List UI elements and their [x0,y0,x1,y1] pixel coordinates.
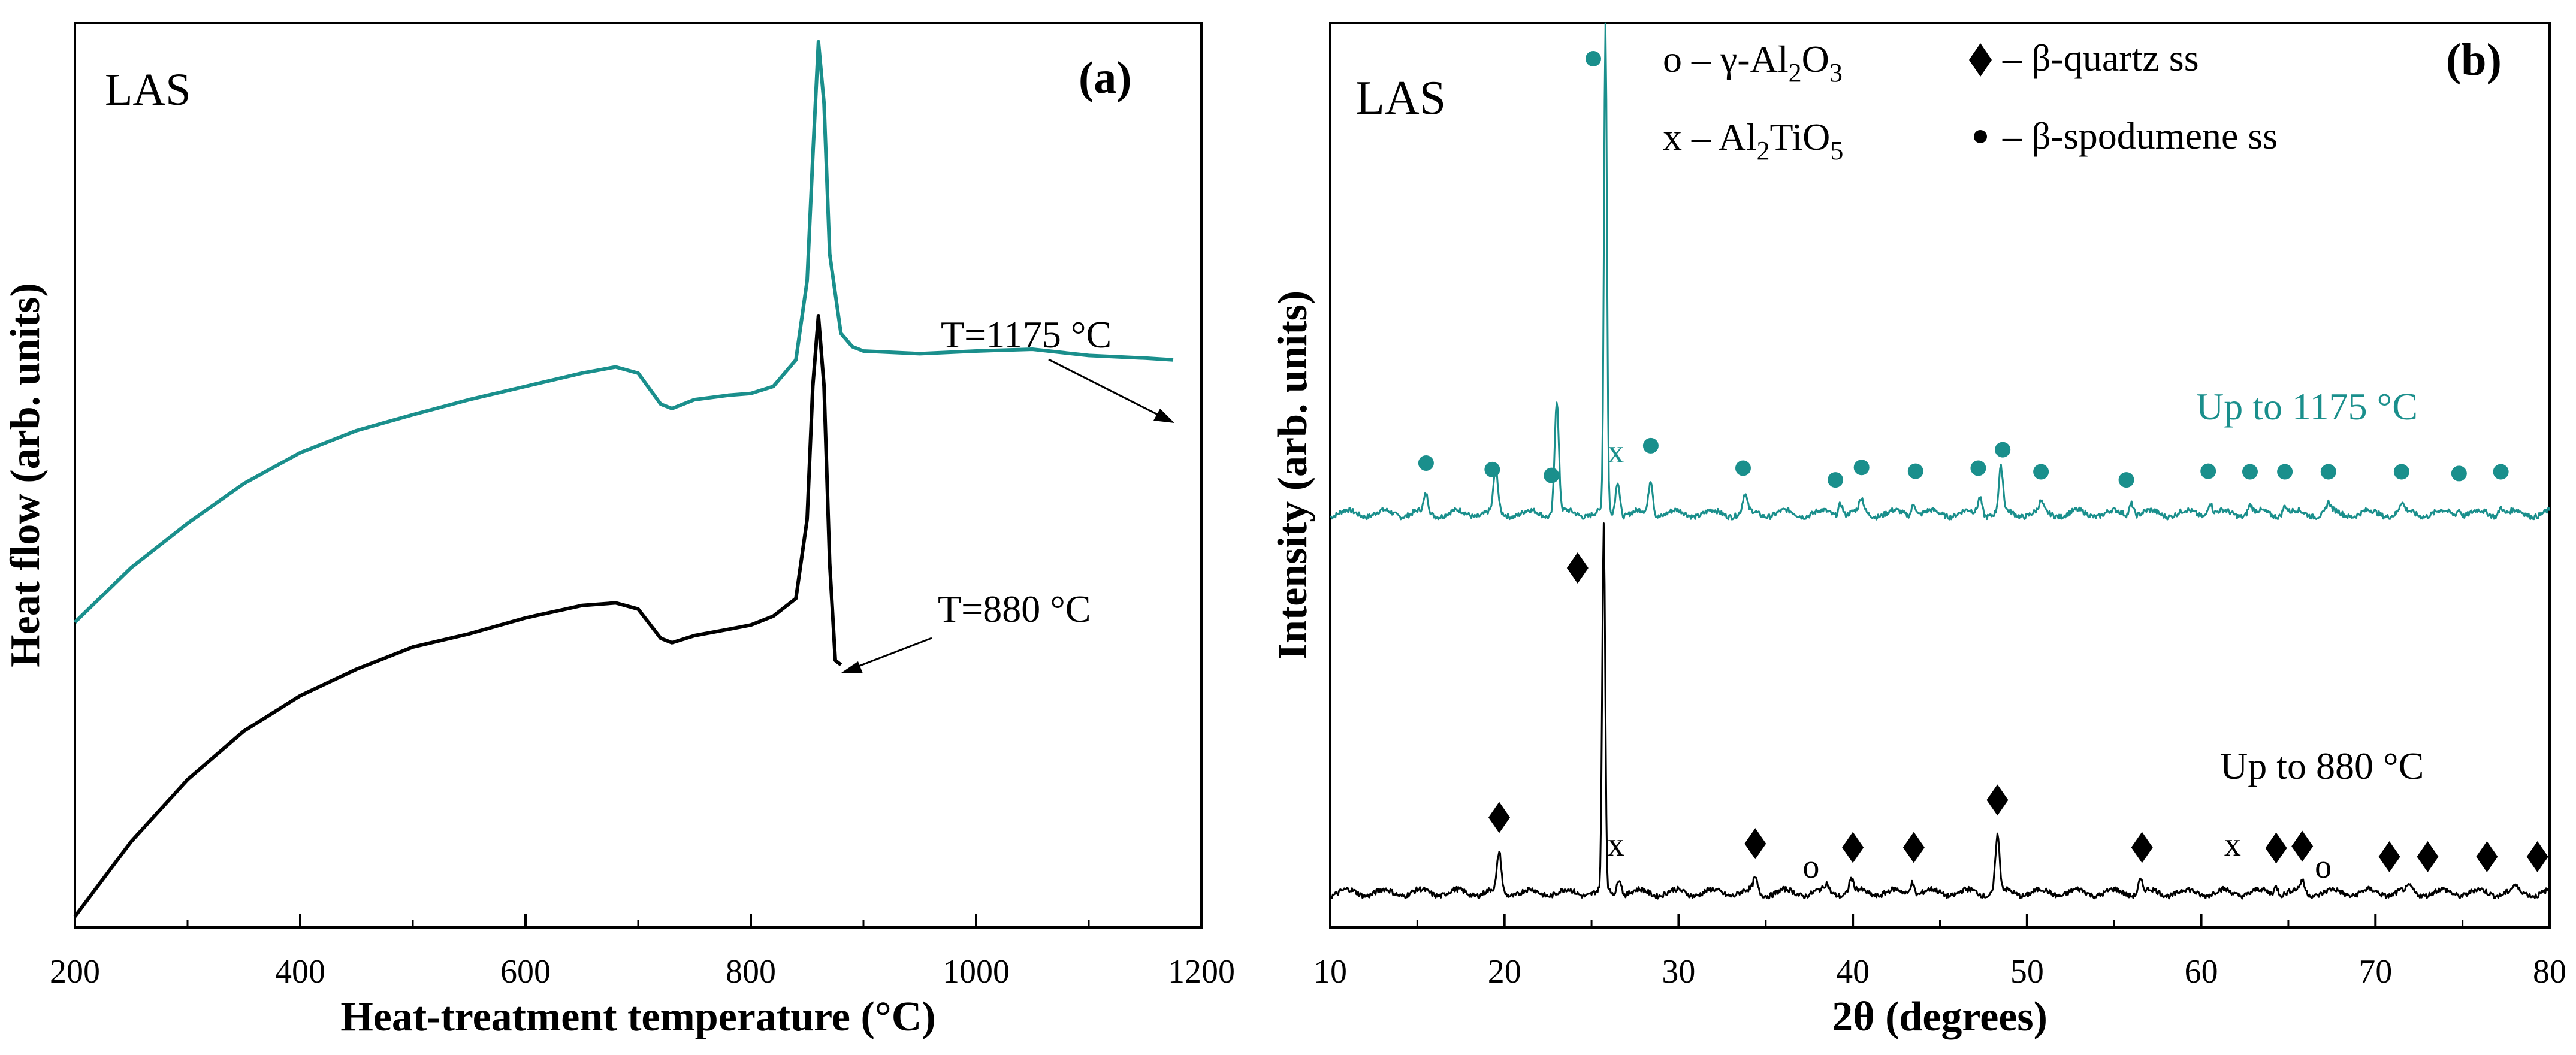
plot-frame-a [74,22,1203,929]
x-tick-label-b: 40 [1836,953,1870,990]
x-tick-label-a: 800 [726,953,776,990]
legend: o – γ-Al2O3 x – Al2TiO5 – β-quartz ss – … [1663,37,2278,165]
legend-diamond-icon [1969,43,1992,77]
spodumene-marker [2118,472,2134,488]
legend-x-mid: TiO [1769,116,1830,158]
panel-a: 200 400 600 800 1000 1200 LAS (a) T=1175 °C T… [2,22,1235,1040]
spodumene-marker [1585,51,1601,66]
spodumene-marker [2277,464,2293,480]
legend-o-text: o – γ-Al [1663,38,1789,80]
legend-o-sub2: 3 [1829,58,1843,87]
legend-item-quartz: – β-quartz ss [2002,37,2199,79]
panel-b: 10 20 30 40 50 60 70 80 x x x o o LAS (b) Up to 117… [1270,22,2566,1040]
series-label-880: Up to 880 °C [2220,745,2424,787]
series-b [1329,22,2551,900]
spodumene-marker [1418,455,1434,471]
spodumene-marker [2033,464,2049,480]
sample-label-b: LAS [1355,72,1446,125]
quartz-marker [1902,832,1925,863]
spodumene-marker [1484,461,1500,477]
x-tick-label-a: 400 [275,953,325,990]
legend-x-sub2: 5 [1830,136,1843,165]
x-tick-label-a: 1000 [943,953,1010,990]
legend-x-text: x – Al [1663,116,1756,158]
legend-o-mid: O [1802,38,1829,80]
legend-item-x: x – Al2TiO5 [1663,116,1843,165]
legend-x-sub1: 2 [1756,136,1769,165]
x-axis-label-b: 2θ (degrees) [1832,994,2047,1040]
x-tick-label-b: 10 [1313,953,1347,990]
quartz-marker [2378,841,2400,872]
quartz-marker [1744,828,1766,860]
y-axis-label-b: Intensity (arb. units) [1270,291,1316,660]
annotation-1175: T=1175 °C [941,313,1112,356]
legend-item-o: o – γ-Al2O3 [1663,38,1843,87]
quartz-marker [2291,830,2314,862]
x-tick-label-b: 60 [2185,953,2218,990]
spodumene-marker [1995,442,2011,458]
panel-label-b: (b) [2446,35,2502,85]
spodumene-marker [1735,460,1751,476]
series-line-1175 [73,40,1174,624]
series-line-880 [73,314,842,918]
x-tick-label-b: 80 [2533,953,2566,990]
sample-label-a: LAS [105,65,191,115]
quartz-marker [1488,802,1510,833]
al2tio5-marker: x [1608,433,1624,470]
x-tick-label-b: 70 [2358,953,2392,990]
alumina-marker: o [1802,848,1819,885]
legend-dot-icon [1974,130,1987,143]
annotation-880: T=880 °C [938,588,1091,630]
alumina-marker: o [2315,848,2332,885]
legend-o-sub1: 2 [1789,58,1802,87]
spodumene-marker [1828,472,1844,488]
x-tick-label-b: 30 [1662,953,1695,990]
x-ticks-a: 200 400 600 800 1000 1200 [50,914,1235,990]
spodumene-marker [2200,463,2216,479]
legend-item-spodumene: – β-spodumene ss [2002,114,2278,157]
spodumene-marker [2451,465,2467,482]
al2tio5-marker: x [1608,826,1624,863]
spodumene-marker [2320,464,2336,480]
quartz-marker [2417,841,2439,872]
spodumene-marker [1544,467,1560,483]
spodumene-marker [1907,463,1923,479]
quartz-marker [1986,784,2009,816]
x-tick-label-b: 20 [1488,953,1521,990]
y-axis-label-a: Heat flow (arb. units) [2,283,49,667]
spodumene-marker [2393,464,2409,480]
arrowhead-1175 [1153,409,1174,423]
plot-frame-b [1329,22,2551,929]
spodumene-marker [2242,464,2258,480]
series-label-1175: Up to 1175 °C [2196,385,2418,428]
quartz-marker [2131,832,2153,863]
arrow-1175 [1048,358,1170,422]
series-a [73,40,1174,918]
spodumene-marker [2493,464,2509,480]
arrow-880 [845,637,932,672]
quartz-marker [1566,552,1589,584]
phase-markers-b: x x x o o [1418,51,2548,885]
x-tick-label-a: 1200 [1168,953,1235,990]
quartz-marker [2476,841,2498,872]
quartz-marker [1842,832,1864,863]
spodumene-marker [1853,460,1870,476]
x-tick-label-a: 200 [50,953,100,990]
x-ticks-b: 10 20 30 40 50 60 70 80 [1313,914,2566,990]
al2tio5-marker: x [2224,826,2241,863]
xrd-line-880 [1329,522,2551,900]
xrd-line-1175 [1330,22,2551,521]
x-tick-label-a: 600 [500,953,551,990]
spodumene-marker [1642,437,1659,454]
quartz-marker [2526,841,2548,872]
spodumene-marker [1970,460,1986,476]
x-tick-label-b: 50 [2010,953,2044,990]
x-axis-label-a: Heat-treatment temperature (°C) [340,994,935,1040]
panel-label-a: (a) [1079,53,1132,103]
quartz-marker [2265,832,2287,864]
arrowhead-880 [841,661,863,673]
